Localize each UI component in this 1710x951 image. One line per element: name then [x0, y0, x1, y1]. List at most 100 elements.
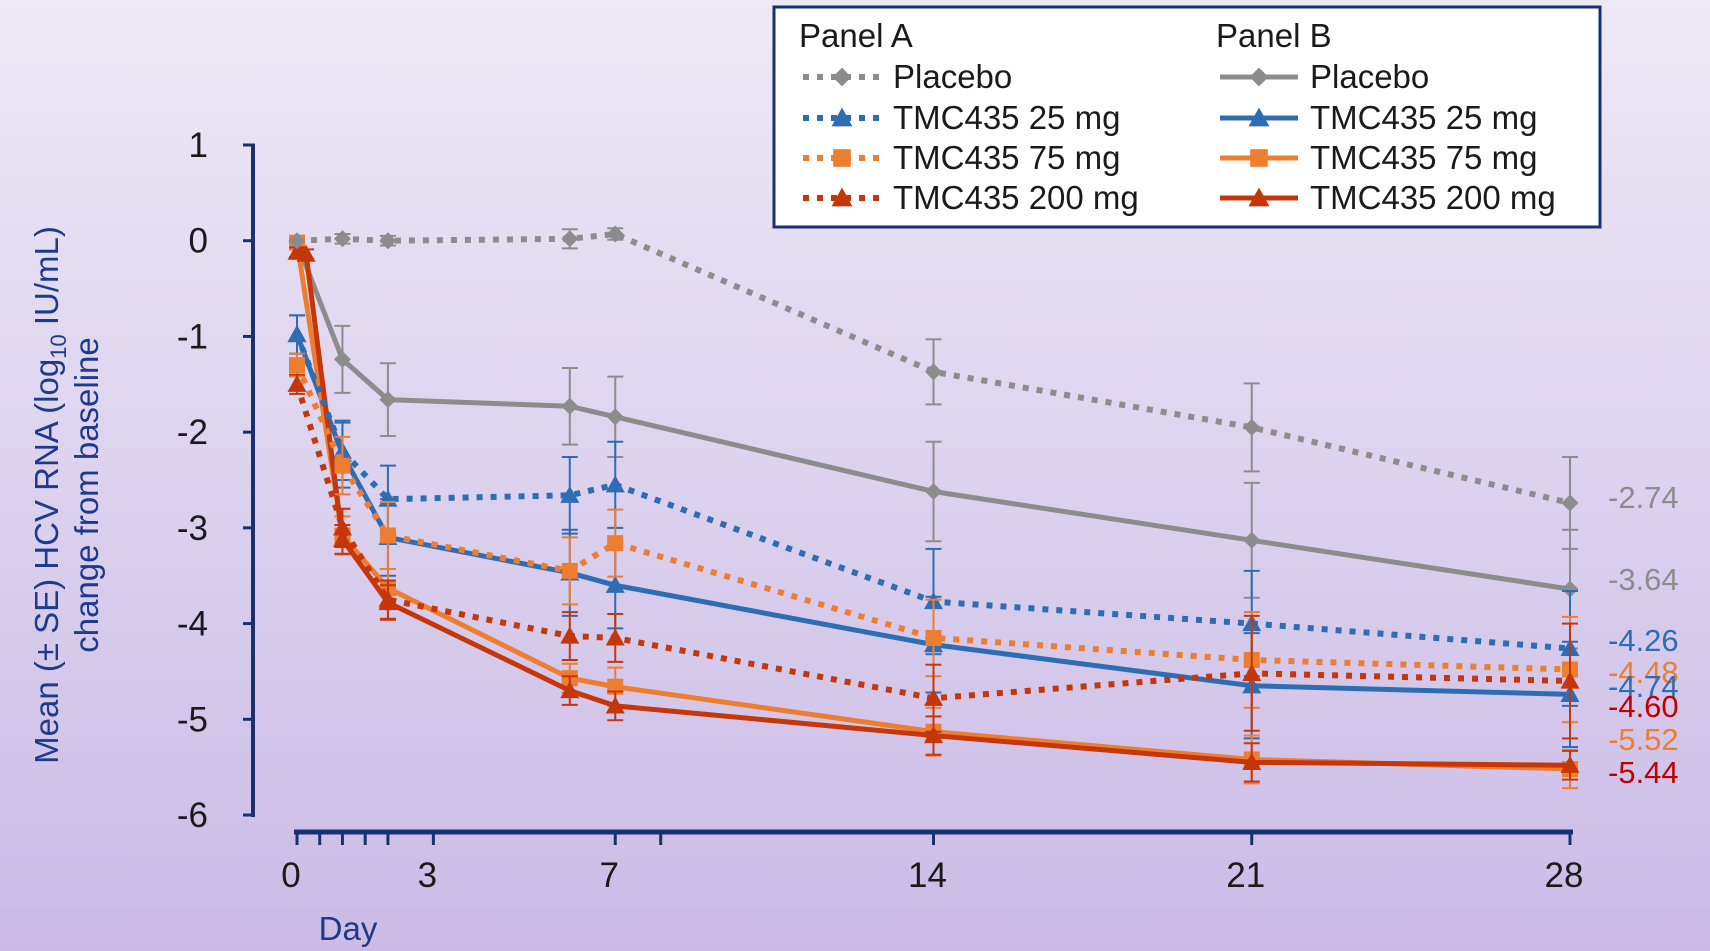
end-labels: -2.74 -3.64 -4.26-4.48-4.74-4.60-5.52-5.44: [1608, 480, 1679, 790]
legend-label: TMC435 25 mg: [893, 99, 1120, 136]
data-point: [287, 325, 307, 343]
legend-item-panel-a-tmc435-200-mg: TMC435 200 mg: [803, 179, 1139, 216]
legend-label: Placebo: [1310, 58, 1429, 95]
data-point: [1243, 531, 1261, 549]
y-tick-label: 0: [189, 222, 208, 261]
legend-item-panel-b-tmc435-200-mg: TMC435 200 mg: [1220, 179, 1556, 216]
data-point: [332, 518, 352, 536]
series-panel-a-tmc435-200-mg: [287, 373, 1580, 740]
data-point: [561, 562, 578, 579]
x-tick-label: 14: [908, 856, 947, 895]
legend-label: TMC435 200 mg: [893, 179, 1139, 216]
series-panel-a-placebo: [288, 225, 1579, 550]
x-axis-title: Day: [319, 910, 378, 947]
end-label: -4.26: [1608, 623, 1679, 658]
end-label: -4.74: [1608, 669, 1679, 704]
data-point: [924, 688, 943, 706]
data-point: [605, 628, 625, 646]
legend-item-panel-a-tmc435-25-mg: TMC435 25 mg: [803, 99, 1120, 136]
data-point: [333, 230, 351, 248]
legend-marker: [1248, 187, 1270, 207]
legend-marker: [832, 67, 852, 87]
legend-box: [772, 5, 1602, 229]
data-point: [287, 374, 307, 392]
end-label: -2.74: [1608, 480, 1679, 515]
data-point: [560, 681, 580, 699]
data-point: [379, 232, 397, 250]
legend-label: TMC435 75 mg: [893, 139, 1120, 176]
data-point: [1242, 752, 1262, 770]
data-point: [560, 626, 580, 644]
y-axis-title: Mean (± SE) HCV RNA (log10 IU/mL): [28, 226, 71, 764]
legend-label: Placebo: [893, 58, 1012, 95]
data-point: [605, 575, 625, 593]
y-tick-label: -2: [177, 413, 208, 452]
data-point: [605, 696, 625, 714]
data-point: [1243, 418, 1261, 436]
data-point: [379, 527, 396, 544]
data-point: [334, 457, 351, 474]
series-panel-b-tmc435-200-mg: [287, 242, 1580, 783]
data-point: [1560, 671, 1580, 689]
y-tick-label: -5: [177, 700, 208, 739]
legend-label: TMC435 75 mg: [1310, 139, 1537, 176]
data-point: [1561, 494, 1579, 512]
legend-label: TMC435 25 mg: [1310, 99, 1537, 136]
x-tick-label: 7: [600, 856, 619, 895]
x-tick-label: 0: [281, 856, 300, 895]
legend-marker: [1250, 149, 1268, 167]
legend-label: TMC435 200 mg: [1310, 179, 1556, 216]
y-axis-title-line2: change from baseline: [68, 337, 105, 653]
legend-item-panel-b-tmc435-75-mg: TMC435 75 mg: [1220, 139, 1537, 176]
legend-marker: [1248, 107, 1270, 127]
data-point: [289, 357, 305, 374]
data-point: [1560, 755, 1580, 773]
x-tick-label: 3: [418, 856, 437, 895]
data-point: [561, 230, 579, 248]
y-axis-title-main: Mean (± SE) HCV RNA (log: [28, 359, 65, 764]
data-point: [333, 350, 351, 368]
axes: 1 0 -1 -2 -3 -4 -5 -6 0 3 7 14 21 28: [177, 126, 1584, 895]
data-point: [296, 244, 316, 262]
legend-marker: [831, 187, 853, 207]
data-point: [1561, 580, 1579, 598]
legend-marker: [831, 107, 853, 127]
y-tick-label: -4: [177, 605, 208, 644]
end-label: -3.64: [1608, 562, 1679, 597]
data-point: [924, 726, 943, 744]
data-point: [1242, 663, 1262, 681]
end-label: -4.60: [1608, 689, 1679, 724]
plot-area: [287, 225, 1580, 790]
x-tick-label: 28: [1545, 856, 1584, 895]
y-tick-label: -3: [177, 509, 208, 548]
end-label: -5.44: [1608, 755, 1679, 790]
series-line: [294, 241, 1571, 592]
y-tick-label: -6: [177, 796, 208, 835]
legend-item-panel-b-tmc435-25-mg: TMC435 25 mg: [1220, 99, 1537, 136]
legend-panel-b-title: Panel B: [1216, 17, 1332, 54]
legend-panel-a-title: Panel A: [799, 17, 913, 54]
end-label: -4.48: [1608, 655, 1679, 690]
data-point: [925, 363, 942, 381]
data-point: [606, 408, 624, 426]
y-tick-label: -1: [177, 317, 208, 356]
data-point: [925, 482, 942, 500]
end-label: -5.52: [1608, 722, 1679, 757]
data-point: [288, 232, 306, 250]
legend-marker: [1249, 67, 1269, 87]
data-point: [560, 485, 580, 503]
legend-item-panel-a-placebo: Placebo: [803, 58, 1012, 95]
data-point: [379, 391, 397, 409]
series-line: [296, 231, 1571, 506]
legend-marker: [833, 149, 851, 167]
series-line: [294, 333, 1571, 652]
x-tick-label: 21: [1226, 856, 1265, 895]
y-axis-title-unit: IU/mL): [28, 226, 65, 334]
y-axis-title-subscript: 10: [46, 334, 71, 358]
data-point: [607, 535, 624, 552]
data-point: [925, 629, 942, 646]
data-point: [561, 397, 579, 415]
